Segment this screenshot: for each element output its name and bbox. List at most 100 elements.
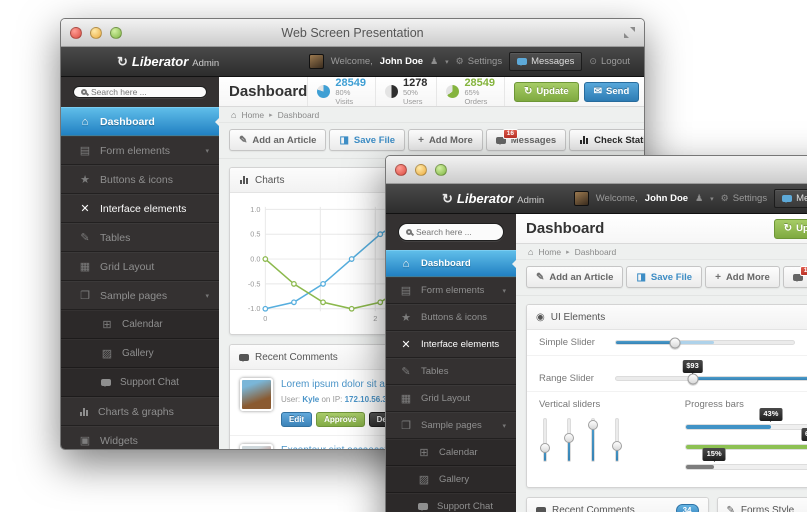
logout-button[interactable]: ⊙ Logout	[589, 56, 630, 67]
sidebar-item-tables[interactable]: ✎ Tables	[386, 358, 516, 385]
sidebar-item-label: Dashboard	[100, 115, 155, 128]
user-name[interactable]: John Doe	[379, 56, 424, 67]
range-tooltip-low: $93	[682, 360, 703, 373]
sidebar-search	[398, 223, 504, 241]
messages-button[interactable]: Messages	[774, 189, 807, 208]
resize-icon[interactable]	[624, 27, 635, 38]
app-header: ↻ Liberator Admin Welcome, John Doe ♟ ▾ ⚙ Set…	[386, 184, 807, 214]
zoom-button[interactable]	[110, 26, 122, 39]
sidebar-item-label: Widgets	[100, 434, 138, 447]
message-bubble-icon	[782, 195, 793, 203]
sidebar-item-interface-elements[interactable]: ✕ Interface elements	[386, 331, 516, 358]
slider-handle[interactable]	[540, 443, 550, 454]
sidebar-item-label: Tables	[421, 366, 449, 377]
page-header: Dashboard 28549 80% Visits 1278 50% Users 28…	[219, 77, 644, 107]
toolbar-add-more[interactable]: + Add More	[408, 129, 483, 151]
toolbar-add-an-article[interactable]: ✎ Add an Article	[229, 129, 327, 151]
page-header: Dashboard ↻Update ✉Send	[516, 214, 807, 244]
comments-panel-header: Recent Comments 34	[527, 498, 708, 512]
settings-button[interactable]: ⚙ Settings	[721, 193, 767, 204]
toolbar-check-statistics[interactable]: Check Statistics	[569, 129, 644, 151]
sidebar-item-dashboard[interactable]: ⌂ Dashboard	[61, 107, 219, 136]
simple-slider[interactable]	[615, 337, 796, 348]
approve-button[interactable]: Approve	[316, 411, 365, 427]
progress-bars: 43% 68% 15%	[684, 408, 807, 470]
sidebar-item-gallery[interactable]: ▨ Gallery	[386, 466, 516, 493]
send-button[interactable]: ✉ Send	[583, 81, 640, 102]
sidebar-item-widgets[interactable]: ▣ Widgets	[61, 426, 219, 449]
range-slider-label: Range Slider	[539, 373, 594, 384]
search-input[interactable]	[416, 227, 496, 237]
toolbar-label: Add More	[428, 134, 473, 146]
toolbar: ✎ Add an Article ◨ Save File + Add More 16Mess…	[516, 260, 807, 296]
minimize-button[interactable]	[90, 26, 102, 39]
sidebar-item-support-chat[interactable]: Support Chat	[61, 368, 219, 397]
slider-handle[interactable]	[564, 432, 574, 443]
sidebar-item-form-elements[interactable]: ▤ Form elements ▾	[386, 277, 516, 304]
sidebar-item-calendar[interactable]: ⊞ Calendar	[386, 439, 516, 466]
sidebar-item-tables[interactable]: ✎ Tables	[61, 223, 219, 252]
ui-panel-title: UI Elements	[550, 311, 606, 323]
slider-handle[interactable]	[612, 441, 622, 452]
back-titlebar[interactable]: Web Screen Presentation	[61, 19, 644, 47]
messages-button[interactable]: Messages	[509, 52, 583, 71]
breadcrumb-home[interactable]: Home	[538, 246, 562, 257]
close-button[interactable]	[70, 26, 82, 39]
settings-button[interactable]: ⚙ Settings	[456, 56, 502, 67]
vertical-slider[interactable]	[540, 418, 550, 462]
chevron-down-icon: ▾	[445, 58, 449, 66]
sidebar-item-charts-graphs[interactable]: Charts & graphs	[61, 397, 219, 426]
range-handle-low[interactable]	[687, 373, 698, 384]
chevron-down-icon: ▾	[205, 147, 209, 155]
brand-logo[interactable]: ↻ Liberator Admin	[442, 191, 544, 207]
sidebar-item-gallery[interactable]: ▨ Gallery	[61, 339, 219, 368]
update-button[interactable]: ↻Update	[514, 81, 579, 102]
user-icon: ♟	[695, 193, 704, 203]
zoom-button[interactable]	[435, 163, 447, 176]
toolbar-save-file[interactable]: ◨ Save File	[626, 266, 703, 288]
sidebar-item-label: Interface elements	[100, 202, 187, 215]
sidebar-item-buttons-icons[interactable]: ★ Buttons & icons	[386, 304, 516, 331]
vertical-slider[interactable]	[564, 418, 574, 462]
toolbar-save-file[interactable]: ◨ Save File	[329, 129, 406, 151]
search-input[interactable]	[91, 87, 199, 97]
support-chat-icon	[101, 379, 111, 387]
edit-button[interactable]: Edit	[281, 411, 313, 427]
range-slider[interactable]: $93$300	[615, 360, 807, 384]
breadcrumb: ⌂ Home ▸ Dashboard	[219, 107, 644, 123]
vertical-slider[interactable]	[588, 418, 598, 462]
form-icon: ▤	[400, 285, 412, 297]
brand-name: Liberator	[456, 190, 514, 206]
close-button[interactable]	[395, 163, 407, 176]
sidebar-item-dashboard[interactable]: ⌂ Dashboard	[386, 250, 516, 277]
breadcrumb-home[interactable]: Home	[241, 109, 265, 120]
sidebar-item-calendar[interactable]: ⊞ Calendar	[61, 310, 219, 339]
sidebar-item-sample-pages[interactable]: ❐ Sample pages ▾	[61, 281, 219, 310]
slider-handle[interactable]	[669, 337, 681, 348]
update-button[interactable]: ↻Update	[773, 218, 807, 239]
ip-label: on IP:	[319, 394, 345, 404]
progress-bar: 43%	[684, 408, 807, 430]
toolbar-add-more[interactable]: + Add More	[705, 266, 780, 288]
sidebar-item-buttons-icons[interactable]: ★ Buttons & icons	[61, 165, 219, 194]
slider-handle[interactable]	[588, 420, 598, 431]
user-bar: Welcome,John Doe♟▾⚙SettingsMessages⊙Logo…	[573, 189, 807, 208]
vertical-slider[interactable]	[612, 418, 622, 462]
sidebar-item-support-chat[interactable]: Support Chat	[386, 493, 516, 512]
user-name[interactable]: John Doe	[644, 193, 689, 204]
front-titlebar[interactable]	[386, 156, 807, 184]
minimize-button[interactable]	[415, 163, 427, 176]
toolbar-add-an-article[interactable]: ✎ Add an Article	[526, 266, 624, 288]
stat-text: 1278 50% Users	[403, 77, 427, 106]
sidebar-item-sample-pages[interactable]: ❐ Sample pages ▾	[386, 412, 516, 439]
comment-user[interactable]: Kyle	[302, 394, 320, 404]
sidebar-item-grid-layout[interactable]: ▦ Grid Layout	[61, 252, 219, 281]
sidebar-item-interface-elements[interactable]: ✕ Interface elements	[61, 194, 219, 223]
sidebar-item-form-elements[interactable]: ▤ Form elements ▾	[61, 136, 219, 165]
sidebar-item-grid-layout[interactable]: ▦ Grid Layout	[386, 385, 516, 412]
brand-logo[interactable]: ↻ Liberator Admin	[117, 54, 219, 70]
messages-label: Messages	[531, 56, 575, 67]
